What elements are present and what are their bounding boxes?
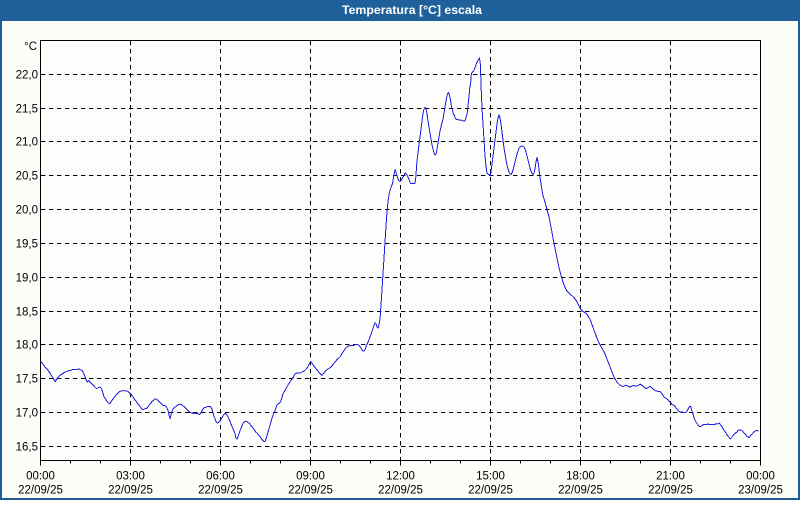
- svg-text:15:00: 15:00: [476, 471, 505, 483]
- svg-text:22/09/25: 22/09/25: [198, 485, 243, 497]
- svg-text:21:00: 21:00: [656, 471, 685, 483]
- svg-text:19,0: 19,0: [16, 273, 38, 285]
- svg-text:22/09/25: 22/09/25: [18, 485, 63, 497]
- svg-text:18,5: 18,5: [16, 307, 38, 319]
- svg-text:22,0: 22,0: [16, 70, 38, 82]
- svg-text:18,0: 18,0: [16, 340, 38, 352]
- svg-text:16,5: 16,5: [16, 442, 38, 454]
- svg-text:21,5: 21,5: [16, 104, 38, 116]
- svg-text:21,0: 21,0: [16, 137, 38, 149]
- svg-text:22/09/25: 22/09/25: [108, 485, 153, 497]
- svg-text:20,0: 20,0: [16, 205, 38, 217]
- svg-text:22/09/25: 22/09/25: [288, 485, 333, 497]
- svg-text:06:00: 06:00: [206, 471, 235, 483]
- svg-text:22/09/25: 22/09/25: [648, 485, 693, 497]
- svg-text:22/09/25: 22/09/25: [558, 485, 603, 497]
- svg-text:18:00: 18:00: [566, 471, 595, 483]
- svg-text:23/09/25: 23/09/25: [738, 485, 783, 497]
- svg-text:19,5: 19,5: [16, 239, 38, 251]
- svg-text:17,0: 17,0: [16, 408, 38, 420]
- svg-text:00:00: 00:00: [26, 471, 55, 483]
- svg-text:12:00: 12:00: [386, 471, 415, 483]
- svg-text:20,5: 20,5: [16, 171, 38, 183]
- svg-text:22/09/25: 22/09/25: [378, 485, 423, 497]
- svg-text:°C: °C: [24, 41, 37, 53]
- svg-text:17,5: 17,5: [16, 374, 38, 386]
- svg-text:Temperatura [°C] escala: Temperatura [°C] escala: [342, 3, 482, 17]
- svg-text:09:00: 09:00: [296, 471, 325, 483]
- svg-text:00:00: 00:00: [746, 471, 775, 483]
- svg-text:22/09/25: 22/09/25: [468, 485, 513, 497]
- svg-text:03:00: 03:00: [116, 471, 145, 483]
